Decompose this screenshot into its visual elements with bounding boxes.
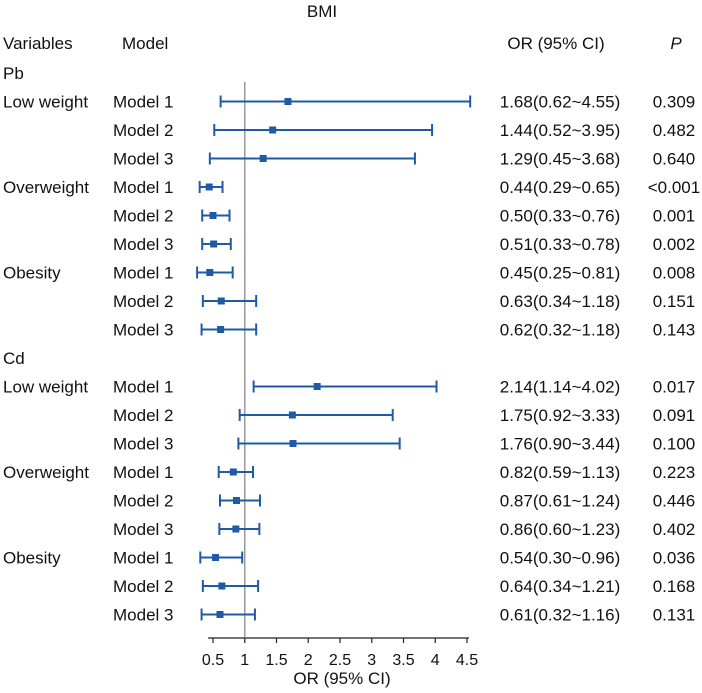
x-tick-label: 4.5 [456,652,478,669]
p-value: 0.091 [653,406,696,425]
model-label: Model 1 [113,178,173,197]
or-point [206,269,214,276]
or-point [259,155,267,162]
p-value: 0.143 [653,321,696,340]
model-label: Model 1 [113,549,173,568]
model-label: Model 3 [113,235,173,254]
or-ci-value: 0.45(0.25~0.81) [500,264,621,283]
or-point [216,611,224,618]
or-ci-value: 1.75(0.92~3.33) [500,406,621,425]
model-label: Model 3 [113,520,173,539]
or-ci-value: 0.50(0.33~0.76) [500,207,621,226]
or-point [269,126,277,134]
or-point [232,497,240,504]
p-value: 0.402 [653,520,696,539]
x-tick-label: 0.5 [202,652,224,669]
or-ci-value: 0.82(0.59~1.13) [500,463,621,482]
p-value: 0.001 [653,207,696,226]
subgroup-label: Obesity [3,264,61,283]
p-value: 0.482 [653,121,696,140]
subgroup-label: Overweight [3,463,89,482]
p-value: 0.036 [653,549,696,568]
model-label: Model 3 [113,321,173,340]
or-ci-value: 1.68(0.62~4.55) [500,93,621,112]
model-label: Model 3 [113,606,173,625]
group-label: Cd [3,349,25,368]
x-tick-label: 3.5 [392,652,414,669]
or-ci-value: 0.87(0.61~1.24) [500,492,621,511]
p-value: 0.008 [653,264,696,283]
or-ci-value: 2.14(1.14~4.02) [500,378,621,397]
or-point [212,554,220,561]
p-value: 0.446 [653,492,696,511]
or-point [205,183,213,191]
or-point [232,525,240,533]
p-value: 0.131 [653,606,696,625]
or-ci-value: 1.76(0.90~3.44) [500,435,621,454]
or-point [289,440,297,447]
subgroup-label: Obesity [3,549,61,568]
x-tick-label: 1.5 [265,652,287,669]
or-point [209,212,217,219]
model-label: Model 1 [113,264,173,283]
or-point [218,582,226,590]
subgroup-label: Low weight [3,378,88,397]
or-ci-value: 1.29(0.45~3.68) [500,150,621,169]
x-tick-label: 2.5 [329,652,351,669]
p-value: 0.002 [653,235,696,254]
or-ci-value: 0.62(0.32~1.18) [500,321,621,340]
or-point [217,297,225,305]
or-ci-value: 0.44(0.29~0.65) [500,178,621,197]
x-tick-label: 3 [367,652,376,669]
p-value: 0.223 [653,463,696,482]
x-tick-label: 1 [240,652,249,669]
or-point [229,468,237,476]
header-or-ci: OR (95% CI) [507,34,604,53]
p-value: 0.151 [653,292,696,311]
subgroup-label: Overweight [3,178,89,197]
or-ci-value: 0.64(0.34~1.21) [500,577,621,596]
or-ci-value: 1.44(0.52~3.95) [500,121,621,140]
subgroup-label: Low weight [3,93,88,112]
or-point [217,326,225,333]
model-label: Model 3 [113,435,173,454]
x-axis: 0.5 1 1.5 2 2.5 3 3.5 4 4.5 [202,637,478,669]
or-point [284,98,292,105]
p-value: 0.017 [653,378,696,397]
model-label: Model 2 [113,207,173,226]
model-label: Model 2 [113,406,173,425]
p-value: 0.309 [653,93,696,112]
p-value: 0.640 [653,150,696,169]
model-label: Model 1 [113,93,173,112]
model-label: Model 1 [113,378,173,397]
header-model: Model [122,34,168,53]
model-label: Model 3 [113,150,173,169]
header-p: P [670,34,682,53]
or-ci-value: 0.61(0.32~1.16) [500,606,621,625]
or-point [210,240,218,248]
or-point [313,383,321,390]
header-variables: Variables [3,34,73,53]
model-label: Model 2 [113,292,173,311]
or-point [288,411,296,419]
x-tick-label: 4 [431,652,440,669]
or-ci-value: 0.86(0.60~1.23) [500,520,621,539]
p-value: <0.001 [648,178,700,197]
or-ci-value: 0.51(0.33~0.78) [500,235,621,254]
plot-layer [196,82,472,637]
model-label: Model 2 [113,121,173,140]
rows-layer: Pb Low weight Model 1 1.68(0.62~4.55) 0.309 M… [3,64,700,625]
x-axis-label: OR (95% CI) [293,669,390,688]
model-label: Model 1 [113,463,173,482]
x-tick-label: 2 [304,652,313,669]
group-label: Pb [3,64,24,83]
p-value: 0.100 [653,435,696,454]
chart-title: BMI [307,2,337,21]
model-label: Model 2 [113,577,173,596]
or-ci-value: 0.63(0.34~1.18) [500,292,621,311]
or-ci-value: 0.54(0.30~0.96) [500,549,621,568]
model-label: Model 2 [113,492,173,511]
p-value: 0.168 [653,577,696,596]
